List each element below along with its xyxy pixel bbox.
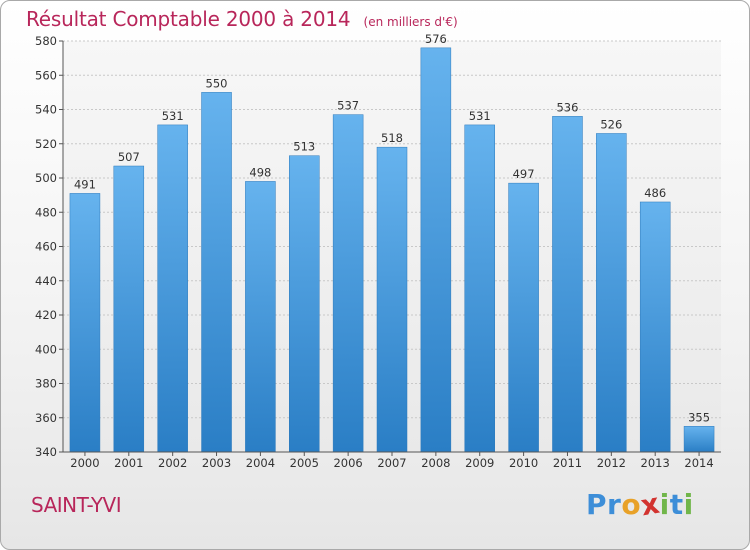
bar: [376, 146, 408, 453]
bar: [69, 193, 101, 453]
bar-value-label: 536: [556, 100, 578, 114]
chart-title: Résultat Comptable 2000 à 2014: [26, 7, 351, 31]
bar: [420, 47, 452, 453]
bar-value-label: 576: [425, 32, 447, 46]
y-tick-label: 500: [35, 171, 57, 185]
proxiti-logo: Proxiti: [586, 487, 694, 523]
logo-letter: t: [669, 488, 684, 521]
x-tick-label: 2001: [114, 456, 143, 470]
bar: [289, 155, 320, 453]
x-tick-label: 2012: [597, 456, 626, 470]
logo-letter: P: [586, 488, 608, 521]
bar: [157, 124, 188, 453]
bar-value-label: 497: [513, 167, 535, 181]
y-tick-label: 360: [35, 411, 57, 425]
unit-note: (en milliers d'€): [363, 15, 458, 29]
bar: [596, 133, 627, 453]
y-tick-label: 560: [35, 68, 57, 82]
y-tick-label: 460: [35, 240, 57, 254]
y-tick-label: 580: [35, 34, 57, 48]
bar: [639, 201, 671, 453]
bar: [508, 182, 539, 453]
bar-value-label: 531: [162, 109, 184, 123]
y-tick-label: 380: [35, 377, 57, 391]
x-tick-label: 2000: [70, 456, 99, 470]
bar: [245, 181, 276, 453]
x-tick-label: 2009: [465, 456, 494, 470]
y-tick-label: 540: [35, 103, 57, 117]
x-tick-label: 2010: [509, 456, 538, 470]
y-tick-label: 340: [35, 445, 57, 459]
title-row: Résultat Comptable 2000 à 2014 (en milli…: [26, 7, 458, 31]
bar: [113, 165, 145, 453]
bar-value-label: 498: [249, 165, 271, 179]
bar-value-label: 486: [644, 186, 666, 200]
bar-value-label: 491: [74, 177, 96, 191]
x-tick-label: 2004: [246, 456, 275, 470]
logo-letter: r: [607, 488, 622, 521]
x-tick-label: 2008: [421, 456, 450, 470]
y-tick-label: 400: [35, 342, 57, 356]
logo-letter: i: [659, 488, 670, 521]
y-tick-label: 480: [35, 205, 57, 219]
bar-value-label: 507: [118, 150, 140, 164]
x-tick-label: 2014: [684, 456, 713, 470]
x-tick-label: 2006: [333, 456, 362, 470]
bar: [332, 114, 364, 453]
x-tick-label: 2005: [290, 456, 319, 470]
x-tick-label: 2007: [377, 456, 406, 470]
x-tick-label: 2013: [641, 456, 670, 470]
bar: [201, 92, 232, 453]
axes: [59, 40, 721, 456]
y-tick-label: 440: [35, 274, 57, 288]
x-tick-label: 2011: [553, 456, 582, 470]
bar-value-label: 355: [688, 410, 710, 424]
y-tick-label: 420: [35, 308, 57, 322]
labels: 340 360 380 400 420 440 460 480 500 520 540 560 580 4…: [35, 32, 714, 470]
logo-letter: o: [621, 488, 642, 521]
bar: [552, 116, 583, 453]
bar: [464, 124, 495, 453]
bar-value-label: 550: [206, 76, 228, 90]
x-tick-label: 2002: [158, 456, 187, 470]
bar-value-label: 537: [337, 99, 359, 113]
y-tick-label: 520: [35, 137, 57, 151]
logo-letter: i: [683, 488, 694, 521]
city-name: SAINT-YVI: [31, 493, 122, 517]
bar-value-label: 518: [381, 131, 403, 145]
bars: [69, 47, 715, 453]
bar-value-label: 531: [469, 109, 491, 123]
bar-value-label: 513: [293, 140, 315, 154]
x-tick-label: 2003: [202, 456, 231, 470]
bar: [683, 426, 715, 453]
bar-value-label: 526: [600, 117, 622, 131]
